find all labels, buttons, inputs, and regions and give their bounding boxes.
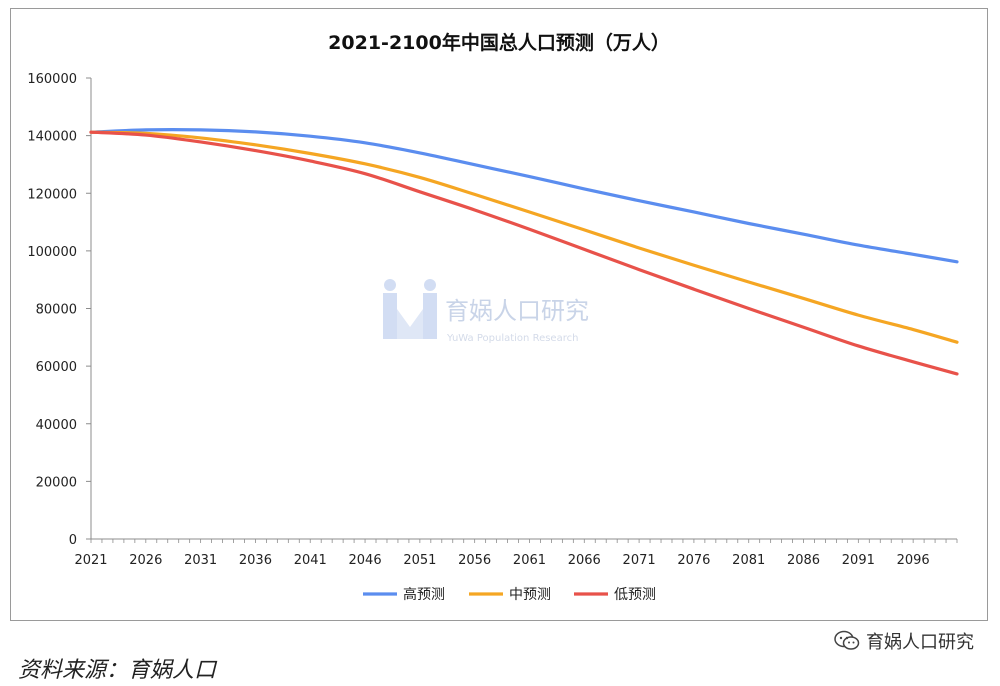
chart-title: 2021-2100年中国总人口预测（万人） [328,31,670,54]
watermark: 育娲人口研究 YuWa Population Research [383,279,589,344]
x-tick-label: 2051 [403,553,436,568]
y-tick-label: 40000 [36,418,77,433]
source-note: 资料来源：育娲人口 [18,658,217,683]
legend-label: 高预测 [403,586,445,603]
x-tick-label: 2076 [677,553,710,568]
watermark-logo-icon [383,279,437,339]
x-tick-label: 2026 [129,553,162,568]
x-tick-label: 2061 [513,553,546,568]
x-tick-label: 2031 [184,553,217,568]
y-tick-label: 60000 [36,360,77,375]
x-tick-label: 2081 [732,553,765,568]
x-tick-label: 2066 [568,553,601,568]
x-tick-label: 2096 [897,553,930,568]
x-tick-label: 2056 [458,553,491,568]
x-tick-label: 2021 [74,553,107,568]
y-tick-label: 140000 [27,130,77,145]
y-tick-label: 20000 [36,475,77,490]
x-axis-ticks: 2021 2026 2031 2036 2041 2046 2051 2056 2061 2066… [74,539,958,568]
chart-frame: 2021-2100年中国总人口预测（万人） 育娲人口研究 YuWa Popula… [10,8,988,621]
x-tick-label: 2036 [239,553,272,568]
legend-label: 中预测 [509,587,551,603]
watermark-subtitle: YuWa Population Research [446,333,578,344]
y-axis-ticks: 0 20000 40000 60000 80000 100000 120000 140000 1… [27,72,91,548]
series-line-1 [89,130,959,344]
series-line-0 [89,127,959,264]
x-tick-label: 2086 [787,553,820,568]
y-tick-label: 100000 [27,245,77,260]
watermark-name: 育娲人口研究 [445,297,589,325]
x-tick-label: 2041 [294,553,327,568]
line-chart: 2021-2100年中国总人口预测（万人） 育娲人口研究 YuWa Popula… [27,31,959,603]
legend: 高预测 中预测 低预测 [363,586,656,603]
wechat-tag: 育娲人口研究 [834,628,974,654]
legend-label: 低预测 [614,587,656,603]
x-tick-label: 2071 [623,553,656,568]
wechat-label: 育娲人口研究 [866,632,974,653]
x-tick-label: 2046 [349,553,382,568]
series-line-2 [89,130,959,376]
x-tick-label: 2091 [842,553,875,568]
y-tick-label: 0 [69,533,77,548]
wechat-icon [834,630,860,650]
series-lines [89,127,959,376]
y-tick-label: 80000 [36,303,77,318]
y-tick-label: 160000 [27,72,77,87]
y-tick-label: 120000 [27,187,77,202]
